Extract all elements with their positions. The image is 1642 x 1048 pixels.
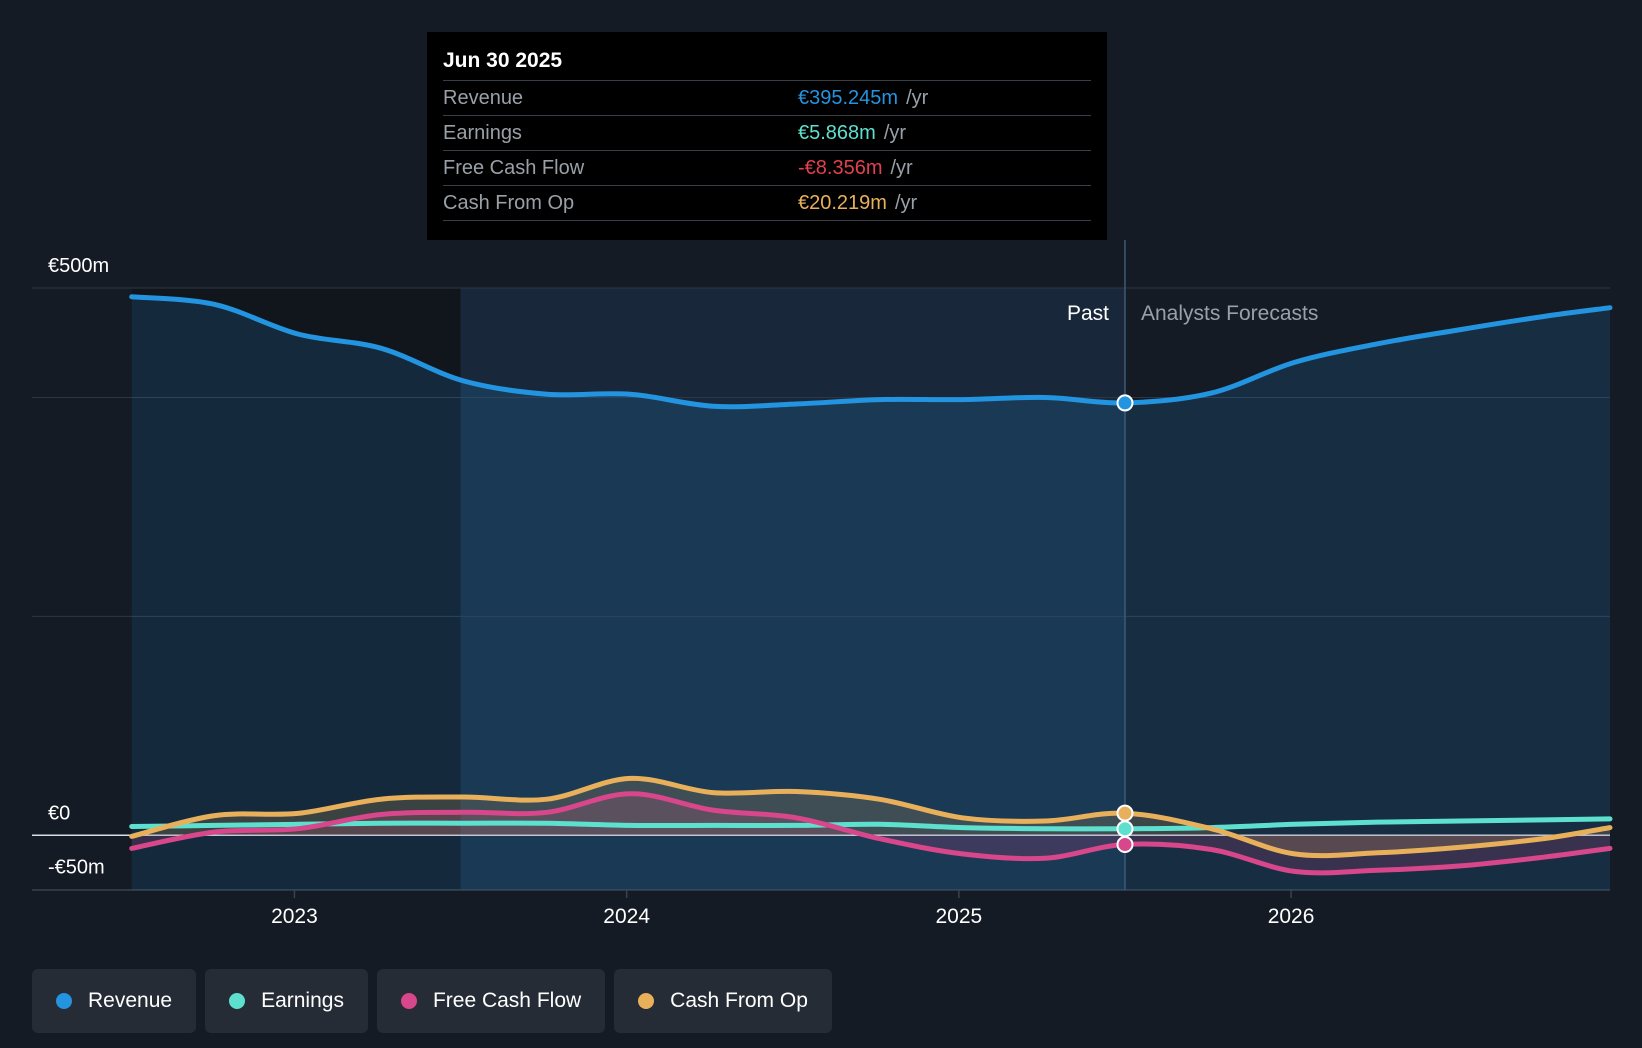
legend-dot-icon (56, 993, 72, 1009)
legend-dot-icon (229, 993, 246, 1009)
marker-revenue (1116, 394, 1134, 412)
tooltip-row-revenue: Revenue €395.245m /yr (443, 80, 1091, 115)
area-revenue (131, 296, 1610, 890)
tooltip-row-cash-from-op: Cash From Op €20.219m /yr (443, 185, 1091, 221)
line-revenue (129, 294, 1613, 410)
x-tick-label: 2025 (936, 905, 983, 928)
x-tick-label: 2023 (271, 905, 318, 928)
tooltip-row-free-cash-flow: Free Cash Flow -€8.356m /yr (443, 150, 1091, 185)
tooltip-label: Earnings (443, 121, 522, 144)
legend: Revenue Earnings Free Cash Flow Cash Fro… (32, 969, 841, 1033)
y-tick-label: €0 (48, 802, 70, 824)
tooltip-value: €395.245m (798, 86, 899, 109)
tooltip-unit: /yr (890, 156, 913, 179)
chart-area: €500m €0 -€50m 2023 2024 2025 2026 Past Ana… (32, 240, 1613, 928)
series-lines (129, 294, 1613, 876)
tooltip-value: €20.219m (798, 191, 887, 214)
legend-dot-icon (400, 993, 417, 1009)
marker-cash-from-op (1116, 804, 1134, 822)
legend-label: Free Cash Flow (432, 989, 582, 1012)
y-tick-label: -€50m (48, 856, 105, 878)
tooltip-label: Revenue (443, 86, 524, 109)
legend-label: Cash From Op (670, 989, 808, 1012)
tooltip-unit: /yr (894, 191, 918, 214)
marker-earnings (1116, 820, 1134, 838)
tooltip: Jun 30 2025 Revenue €395.245m /yr Earnin… (427, 32, 1107, 240)
tooltip-unit: /yr (906, 86, 929, 109)
tooltip-unit: /yr (883, 121, 907, 144)
tooltip-row-earnings: Earnings €5.868m /yr (443, 115, 1091, 150)
legend-label: Revenue (88, 989, 173, 1012)
line-free-cash-flow (129, 791, 1613, 876)
x-tick-label: 2024 (603, 905, 650, 928)
tooltip-value: -€8.356m (798, 156, 883, 179)
past-label: Past (1067, 302, 1109, 325)
legend-label: Earnings (261, 989, 344, 1012)
x-tick-label: 2026 (1268, 905, 1315, 928)
legend-item-free-cash-flow[interactable]: Free Cash Flow (376, 969, 606, 1033)
legend-dot-icon (638, 993, 655, 1009)
marker-free-cash-flow (1116, 835, 1134, 853)
legend-item-cash-from-op[interactable]: Cash From Op (614, 969, 832, 1033)
tooltip-markers (1116, 394, 1134, 853)
legend-item-earnings[interactable]: Earnings (205, 969, 368, 1033)
tooltip-value: €5.868m (798, 121, 876, 144)
forecast-label: Analysts Forecasts (1141, 302, 1318, 325)
y-tick-label: €500m (48, 255, 109, 277)
tooltip-label: Cash From Op (443, 191, 575, 214)
x-axis: 2023 2024 2025 2026 (271, 890, 1314, 928)
line-earnings (129, 816, 1613, 832)
tooltip-label: Free Cash Flow (443, 156, 585, 179)
legend-item-revenue[interactable]: Revenue (32, 969, 197, 1033)
tooltip-date: Jun 30 2025 (443, 49, 563, 72)
y-axis-labels: €500m €0 -€50m (48, 255, 109, 878)
line-cash-from-op (129, 775, 1613, 859)
